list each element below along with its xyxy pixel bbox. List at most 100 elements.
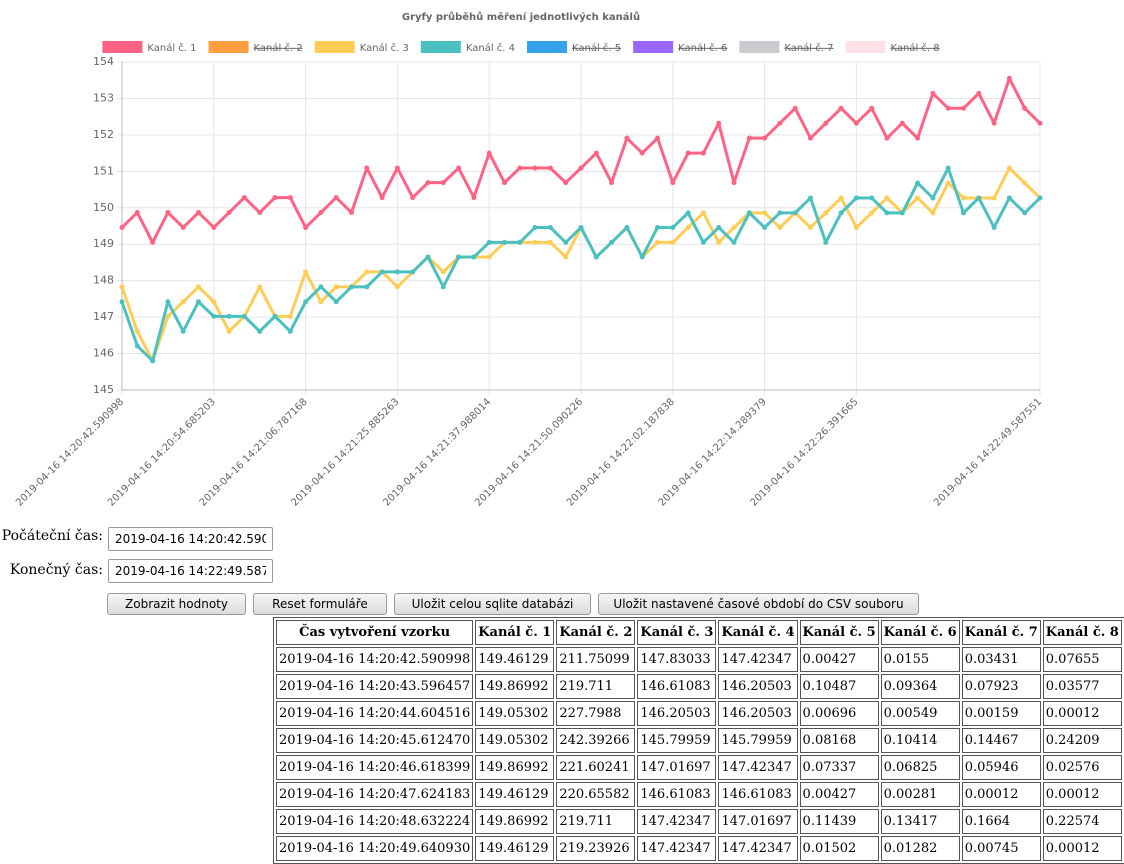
data-point bbox=[838, 105, 844, 111]
data-point bbox=[134, 328, 140, 334]
legend: Kanál č. 1 Kanál č. 2 Kanál č. 3 Kanál č. 4… bbox=[102, 41, 940, 54]
data-point bbox=[655, 224, 660, 230]
data-point bbox=[287, 328, 293, 334]
start-input[interactable] bbox=[108, 527, 273, 551]
table-cell: 0.13417 bbox=[880, 809, 960, 834]
data-point bbox=[532, 224, 538, 230]
table-cell: 0.05946 bbox=[961, 755, 1041, 780]
data-point bbox=[838, 210, 844, 216]
legend-label: Kanál č. 4 bbox=[466, 42, 515, 54]
data-point bbox=[823, 239, 829, 245]
table-cell: 2019-04-16 14:20:46.618399 bbox=[276, 755, 474, 780]
button[interactable]: Uložit celou sqlite databázi bbox=[394, 593, 591, 615]
data-point bbox=[731, 180, 737, 186]
table-cell: 242.39266 bbox=[556, 728, 636, 753]
data-point bbox=[930, 195, 936, 201]
data-point bbox=[700, 210, 706, 216]
data-point bbox=[869, 210, 875, 216]
data-point bbox=[563, 254, 569, 260]
data-point bbox=[318, 299, 324, 305]
data-point bbox=[180, 224, 186, 230]
table-cell: 147.42347 bbox=[637, 836, 717, 861]
data-point bbox=[930, 90, 936, 96]
data-point bbox=[624, 135, 630, 141]
data-point bbox=[838, 195, 844, 201]
table-row: 2019-04-16 14:20:43.596457 149.86992 219.7… bbox=[276, 674, 1122, 699]
data-point bbox=[119, 299, 125, 305]
data-point bbox=[1022, 210, 1028, 216]
table-cell: 0.07655 bbox=[1042, 647, 1122, 672]
y-tick-label: 147 bbox=[93, 310, 114, 323]
data-point bbox=[394, 284, 400, 290]
button[interactable]: Uložit nastavené časové období do CSV so… bbox=[598, 593, 919, 615]
table-row: 2019-04-16 14:20:46.618399 149.86992 221.6… bbox=[276, 755, 1122, 780]
data-point bbox=[655, 135, 660, 141]
table-cell: 149.05302 bbox=[475, 728, 555, 753]
x-tick-label: 2019-04-16 14:21:50.090226 bbox=[473, 396, 585, 508]
data-point bbox=[272, 313, 278, 319]
data-point bbox=[532, 239, 538, 245]
button[interactable]: Zobrazit hodnoty bbox=[107, 593, 246, 615]
data-point bbox=[991, 120, 997, 126]
data-point bbox=[899, 120, 905, 126]
data-point bbox=[976, 195, 982, 201]
data-point bbox=[165, 299, 171, 305]
x-tick-label: 2019-04-16 14:22:14.289379 bbox=[657, 396, 769, 508]
table-cell: 146.20503 bbox=[718, 674, 798, 699]
data-point bbox=[349, 210, 354, 216]
legend-label: Kanál č. 2 bbox=[254, 42, 303, 54]
data-point bbox=[670, 239, 676, 245]
table-cell: 211.75099 bbox=[556, 647, 636, 672]
table-cell: 0.10487 bbox=[799, 674, 879, 699]
data-point bbox=[792, 210, 798, 216]
header-cell: Kanál č. 8 bbox=[1042, 620, 1122, 645]
table-cell: 0.00696 bbox=[799, 701, 879, 726]
data-point bbox=[211, 299, 217, 305]
table-row: 2019-04-16 14:20:49.640930 149.46129 219.2… bbox=[276, 836, 1122, 861]
data-point bbox=[517, 239, 523, 245]
legend-swatch bbox=[527, 41, 567, 53]
y-tick-label: 145 bbox=[93, 383, 114, 396]
table-cell: 0.24209 bbox=[1042, 728, 1122, 753]
table-cell: 0.00012 bbox=[1042, 701, 1122, 726]
table-cell: 146.61083 bbox=[718, 782, 798, 807]
legend-swatch bbox=[102, 41, 143, 53]
data-point bbox=[884, 195, 890, 201]
data-point bbox=[685, 150, 691, 156]
data-point bbox=[486, 239, 492, 245]
data-point bbox=[915, 195, 921, 201]
data-point bbox=[945, 165, 951, 171]
x-tick-label: 2019-04-16 14:20:54.685203 bbox=[106, 396, 218, 508]
data-point bbox=[563, 239, 569, 245]
end-input[interactable] bbox=[108, 559, 273, 583]
header-cell: Kanál č. 7 bbox=[961, 620, 1041, 645]
button[interactable]: Reset formuláře bbox=[253, 593, 387, 615]
data-point bbox=[915, 180, 921, 186]
data-point bbox=[578, 224, 584, 230]
data-point bbox=[670, 180, 676, 186]
data-point bbox=[547, 239, 553, 245]
data-point bbox=[777, 210, 783, 216]
data-point bbox=[165, 313, 171, 319]
data-point bbox=[1022, 105, 1028, 111]
table-cell: 0.00012 bbox=[1042, 836, 1122, 861]
legend-label: Kanál č. 3 bbox=[360, 42, 409, 54]
data-point bbox=[241, 195, 247, 201]
data-point bbox=[578, 165, 584, 171]
data-point bbox=[502, 239, 507, 245]
data-point bbox=[746, 135, 752, 141]
data-point bbox=[440, 180, 446, 186]
data-point bbox=[961, 105, 966, 111]
data-point bbox=[991, 195, 997, 201]
header-cell: Kanál č. 5 bbox=[799, 620, 879, 645]
data-point bbox=[746, 210, 752, 216]
legend-swatch bbox=[420, 41, 461, 53]
data-point bbox=[991, 224, 997, 230]
data-point bbox=[134, 210, 140, 216]
legend-label: Kanál č. 6 bbox=[678, 42, 727, 54]
data-point bbox=[425, 180, 431, 186]
table-cell: 0.01502 bbox=[799, 836, 879, 861]
table-cell: 0.10414 bbox=[880, 728, 960, 753]
data-point bbox=[624, 224, 630, 230]
header-cell: Kanál č. 4 bbox=[718, 620, 798, 645]
